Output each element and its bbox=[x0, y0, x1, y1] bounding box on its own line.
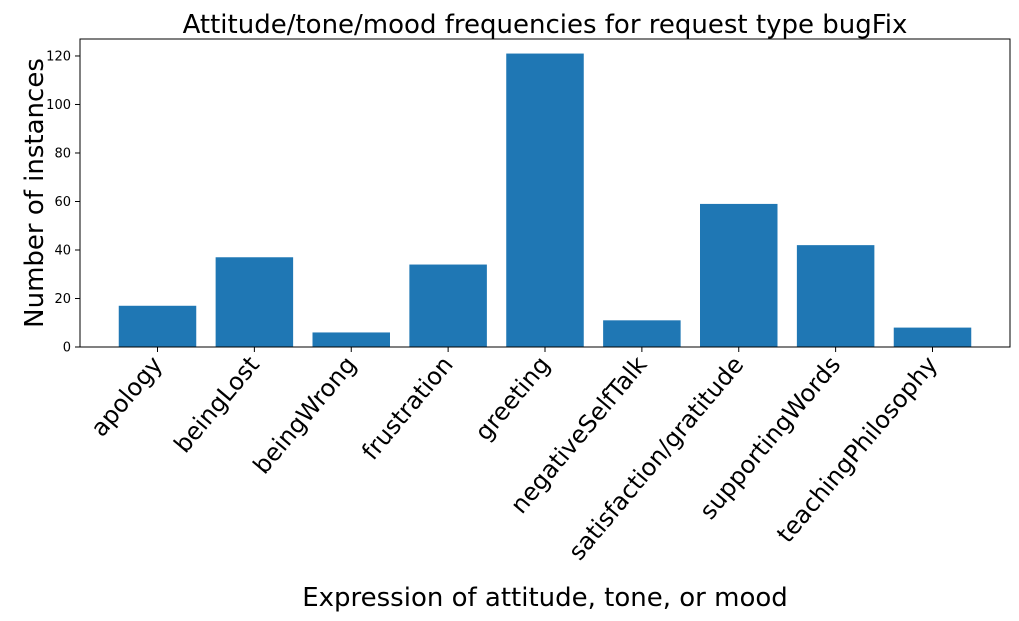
y-tick-label: 60 bbox=[54, 195, 71, 210]
bar-beinglost bbox=[215, 257, 294, 347]
bar-teachingphilosophy bbox=[893, 327, 972, 347]
y-tick-label: 100 bbox=[46, 98, 71, 113]
y-tick-label: 80 bbox=[54, 146, 71, 161]
bar-negativeselftalk bbox=[603, 320, 681, 347]
x-tick-label: greeting bbox=[469, 351, 555, 446]
bar-satisfaction-gratitude bbox=[700, 203, 778, 347]
y-tick-label: 0 bbox=[63, 341, 71, 356]
x-tick-label: beingWrong bbox=[248, 351, 362, 479]
plot-frame bbox=[79, 38, 1011, 348]
y-tick-label: 120 bbox=[46, 49, 71, 64]
x-axis-label: Expression of attitude, tone, or mood bbox=[302, 583, 788, 613]
bar-beingwrong bbox=[312, 332, 390, 347]
y-tick-label: 40 bbox=[54, 243, 71, 258]
x-tick-label: apology bbox=[85, 351, 168, 442]
x-tick-label: teachingPhilosophy bbox=[771, 351, 943, 548]
bars-group bbox=[118, 53, 972, 348]
y-axis-label: Number of instances bbox=[20, 58, 50, 328]
y-axis-ticks: 0 20 40 60 80 100 120 bbox=[46, 49, 80, 356]
bar-frustration bbox=[409, 264, 487, 347]
chart-title: Attitude/tone/mood frequencies for reque… bbox=[183, 10, 908, 40]
x-tick-label: beingLost bbox=[169, 351, 265, 458]
bar-greeting bbox=[506, 53, 584, 348]
x-tick-label: satisfaction/gratitude bbox=[563, 351, 749, 566]
y-tick-label: 20 bbox=[54, 292, 71, 307]
bar-apology bbox=[118, 305, 197, 347]
bar-supportingwords bbox=[796, 245, 875, 347]
x-tick-label: frustration bbox=[356, 351, 458, 466]
